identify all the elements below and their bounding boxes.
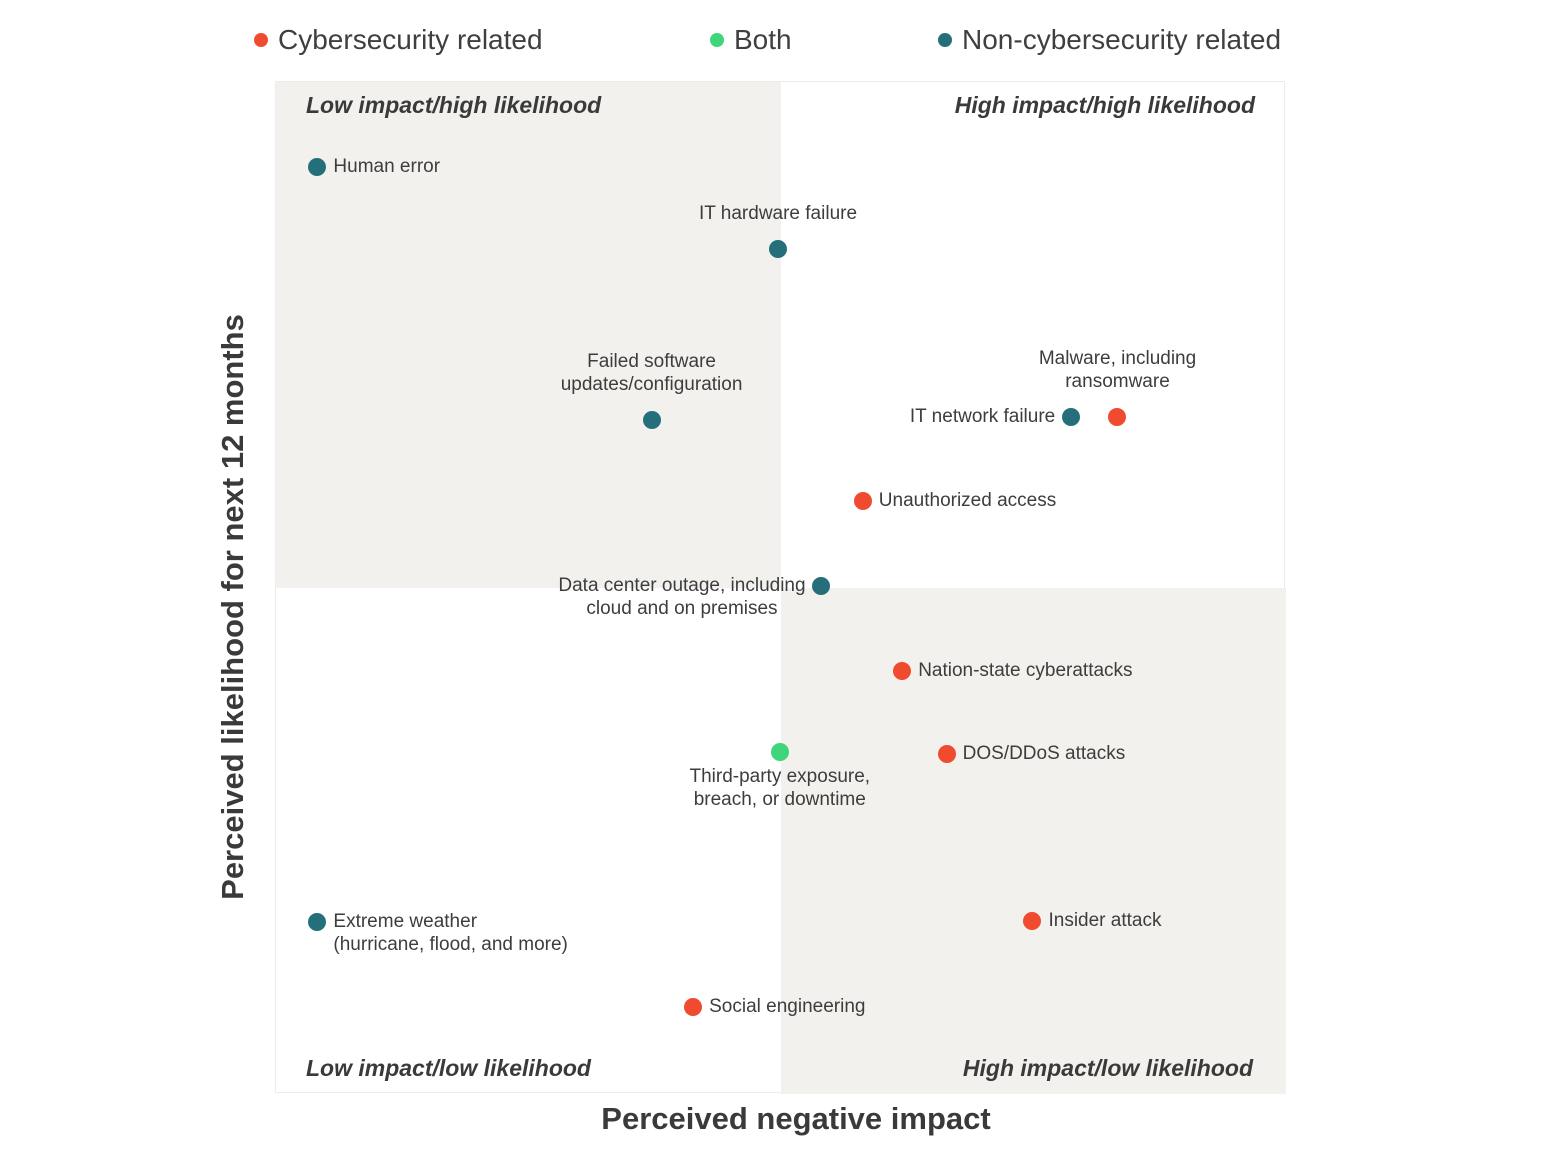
data-point (853, 491, 872, 510)
data-point (1108, 407, 1127, 426)
quadrant-high-impact-high-likelihood (781, 82, 1286, 588)
data-point-label: Data center outage, including cloud and … (558, 574, 806, 619)
data-point-label: DOS/DDoS attacks (962, 742, 1126, 764)
data-point-label: Malware, including ransomware (1038, 347, 1197, 392)
legend-item-noncyber: Non-cybersecurity related (938, 24, 1281, 56)
data-point (812, 576, 831, 595)
y-axis-label: Perceived likelihood for next 12 months (215, 314, 250, 900)
chart-legend: Cybersecurity related Both Non-cybersecu… (0, 24, 1548, 60)
quadrant-label-tr: High impact/high likelihood (954, 92, 1255, 118)
legend-item-cyber: Cybersecurity related (254, 24, 543, 56)
data-point-label: Insider attack (1048, 909, 1162, 931)
quadrant-low-impact-high-likelihood (276, 82, 781, 588)
data-point (768, 239, 787, 258)
data-point (1061, 407, 1080, 426)
data-point-label: Third-party exposure, breach, or downtim… (689, 765, 871, 810)
data-point-label: IT hardware failure (698, 202, 858, 224)
legend-dot-both-icon (710, 33, 724, 47)
legend-dot-cyber-icon (254, 33, 268, 47)
data-point (642, 411, 661, 429)
data-point-label: Failed software updates/configuration (560, 351, 743, 395)
data-point-label: Extreme weather (hurricane, flood, and m… (333, 910, 568, 955)
data-point (308, 158, 327, 176)
quadrant-label-bl: Low impact/low likelihood (306, 1055, 591, 1081)
data-point (893, 661, 912, 680)
plot-area: Low impact/high likelihood High impact/h… (275, 81, 1286, 1094)
data-point-label: Social engineering (709, 995, 866, 1017)
quadrant-label-tl: Low impact/high likelihood (306, 92, 602, 118)
quadrant-label-br: High impact/low likelihood (962, 1055, 1253, 1081)
legend-label-noncyber: Non-cybersecurity related (962, 24, 1282, 55)
legend-dot-noncyber-icon (938, 33, 952, 47)
x-axis-label: Perceived negative impact (601, 1101, 991, 1136)
legend-label-both: Both (734, 24, 792, 55)
data-point (684, 997, 703, 1016)
data-point (937, 744, 956, 763)
data-point-label: IT network failure (909, 405, 1056, 427)
data-point (770, 742, 789, 761)
data-point (308, 912, 327, 931)
data-point-label: Unauthorized access (878, 489, 1057, 511)
data-point-label: Human error (333, 156, 441, 177)
quadrant-low-impact-low-likelihood (276, 588, 781, 1094)
data-point (1023, 911, 1042, 930)
legend-label-cyber: Cybersecurity related (278, 24, 543, 55)
legend-item-both: Both (710, 24, 792, 56)
data-point-label: Nation-state cyberattacks (918, 659, 1133, 681)
quadrant-high-impact-low-likelihood (781, 588, 1286, 1094)
